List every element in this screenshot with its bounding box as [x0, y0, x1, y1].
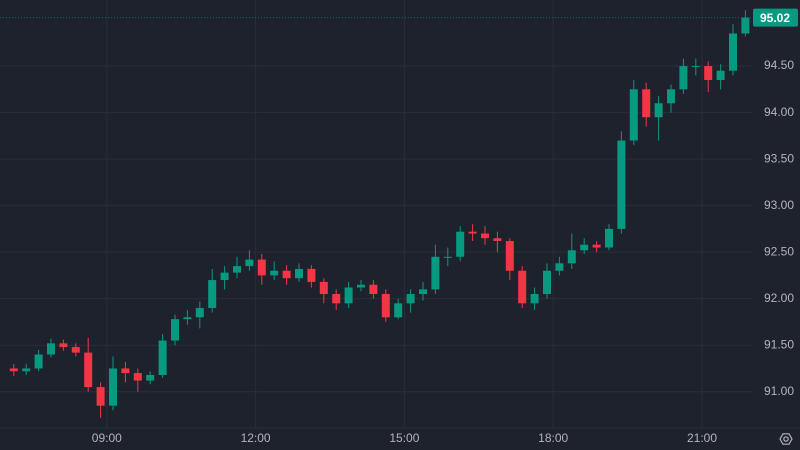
settings-icon[interactable] [779, 433, 793, 445]
candle-body [505, 240, 514, 271]
candle-body [233, 266, 241, 273]
candle-body [468, 231, 477, 234]
candle-body [344, 287, 353, 304]
candle-body [456, 231, 465, 257]
candle-body [146, 374, 155, 381]
candle-body [245, 259, 254, 267]
candle-body [716, 70, 725, 81]
candle-body [369, 284, 378, 295]
candle-body [642, 89, 651, 118]
candle-body [319, 281, 328, 295]
candle-body [109, 368, 117, 406]
candle-body [555, 263, 564, 271]
candle-body [257, 259, 266, 276]
candle-body [282, 270, 291, 279]
y-tick-label: 91.50 [764, 337, 794, 351]
candle-body [295, 268, 303, 279]
x-tick-label: 12:00 [241, 431, 271, 445]
x-tick-label: 21:00 [687, 431, 717, 445]
candle-body [133, 373, 142, 381]
last-price-label: 95.02 [760, 11, 790, 25]
candle-body [171, 319, 179, 341]
candle-body [357, 284, 365, 288]
candle-body [530, 294, 539, 304]
grid [0, 0, 752, 428]
candle-body [518, 270, 527, 304]
candle-body [679, 66, 688, 90]
y-tick-label: 94.50 [764, 58, 794, 72]
candle-body [406, 294, 415, 304]
candle-body [667, 89, 675, 104]
y-tick-label: 93.00 [764, 198, 794, 212]
candle-body [431, 256, 440, 290]
candle-body [270, 270, 279, 276]
y-tick-label: 92.00 [764, 291, 794, 305]
y-tick-label: 91.00 [764, 384, 794, 398]
candle-body [493, 238, 502, 241]
candle-body [59, 343, 68, 348]
candle-body [220, 272, 229, 281]
candle-body [34, 354, 43, 369]
candle-body [691, 66, 700, 68]
last-price-box [753, 8, 798, 27]
candle-body [183, 317, 192, 320]
candle-body [381, 294, 390, 318]
candle-body [9, 368, 18, 372]
candle-body [567, 250, 576, 264]
candle-body [195, 307, 204, 318]
candle-body [208, 280, 217, 308]
x-tick-label: 09:00 [92, 431, 122, 445]
candle-body [96, 387, 105, 406]
candle-body [419, 289, 427, 295]
candle-body [158, 340, 167, 375]
candle-body [84, 352, 93, 388]
candle-body [394, 303, 403, 318]
candle-body [22, 368, 31, 372]
candle-body [704, 66, 713, 81]
y-tick-label: 94.00 [764, 105, 794, 119]
x-tick-label: 18:00 [538, 431, 568, 445]
candle-body [741, 17, 750, 34]
candle-body [121, 368, 130, 374]
x-tick-label: 15:00 [389, 431, 419, 445]
candle-body [580, 244, 589, 251]
candle-body [543, 270, 551, 295]
y-tick-label: 92.50 [764, 244, 794, 258]
y-tick-label: 93.50 [764, 151, 794, 165]
candle-body [629, 89, 638, 141]
candle-body [307, 268, 316, 282]
candle-body [592, 244, 601, 248]
candle-body [443, 256, 452, 258]
candle-body [729, 33, 737, 71]
candle-body [605, 228, 613, 248]
candle-body [481, 233, 489, 239]
candle-body [71, 347, 80, 353]
candle-body [47, 343, 55, 355]
candle-body [654, 103, 663, 118]
candle-body [617, 140, 626, 229]
candle-body [332, 294, 341, 304]
